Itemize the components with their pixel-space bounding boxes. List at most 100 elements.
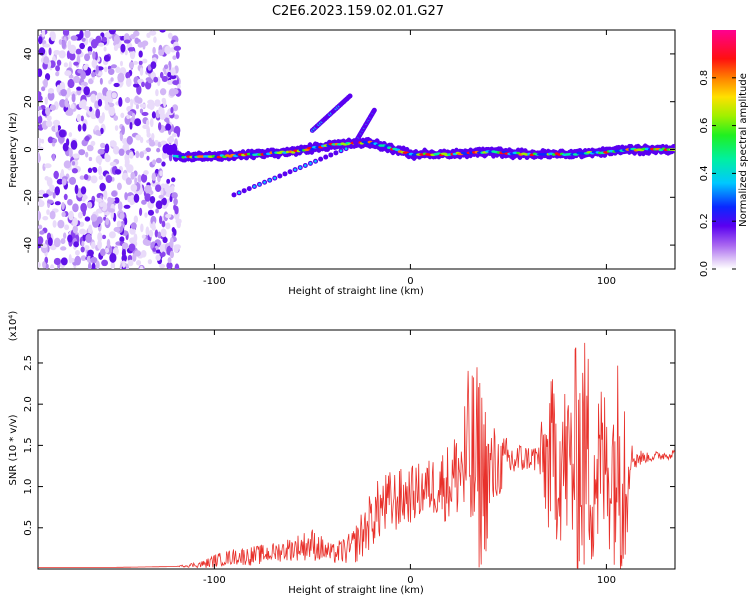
heat-noise-cell [141,81,145,88]
heat-noise-cell [154,229,159,238]
heat-ridge-core [310,147,315,151]
heat-noise-cell [52,138,58,144]
heat-noise-cell [149,196,156,204]
heat-noise-cell [41,86,46,92]
heat-noise-cell [108,68,115,75]
heat-noise-cell [149,140,156,147]
heat-noise-cell [95,129,101,136]
heat-noise-cell [123,39,131,44]
heat-noise-cell [130,98,134,109]
heat-noise-cell [53,237,61,248]
heat-noise-cell [127,259,134,267]
heat-noise-cell [114,197,120,204]
heat-noise-cell [142,238,149,246]
heat-noise-cell [56,178,64,185]
heat-branch-core [253,185,256,188]
heat-noise-cell [159,71,164,79]
heat-noise-cell [147,259,153,265]
heat-noise-cell [38,115,43,124]
heat-noise-cell [70,103,75,110]
spectrogram-panel: -100 0 100 -40 -20 0 20 40 Height of straight l… [8,29,676,297]
heat-noise-cell [67,78,75,89]
heat-noise-cell [97,239,102,250]
heat-noise-cell [42,261,47,269]
heat-noise-cell [68,254,72,264]
heat-noise-cell [49,104,56,111]
heat-noise-cell [130,222,137,230]
heat-noise-cell [165,213,172,219]
heat-noise-cell [121,242,129,250]
heat-noise-cell [138,50,143,58]
heat-noise-cell [99,77,103,85]
heat-noise-cell [39,230,45,235]
heat-noise-cell [164,184,170,193]
colorbar-gradient [712,30,736,269]
heat-noise-cell [126,135,133,145]
heat-noise-cell [109,161,117,167]
heat-noise-cell [167,71,172,78]
heat-noise-cell [113,227,121,233]
heat-noise-cell [98,42,105,47]
heat-noise-cell [152,159,157,165]
heat-noise-cell [80,255,87,262]
heat-noise-cell [159,170,163,177]
heat-noise-cell [62,142,69,152]
heat-noise-cell [109,252,117,263]
heat-noise-cell [173,125,181,135]
heat-noise-cell [91,71,96,78]
heat-noise-cell [140,173,148,183]
heat-branch-cell [348,144,354,150]
heat-noise-cell [110,77,114,82]
heat-branch-core [268,178,271,182]
heat-noise-cell [145,147,151,153]
heat-noise-cell [171,88,179,95]
heat-noise-cell [53,49,61,55]
heat-noise-cell [84,106,90,111]
colorbar-tick-label: 0.0 [699,261,710,277]
heat-noise-cell [60,169,65,177]
heat-noise-cell [46,115,52,121]
heat-noise-cell [54,186,61,196]
heat-noise-cell [176,220,181,229]
heat-noise-cell [63,62,69,68]
heat-noise-cell [56,84,61,94]
heat-noise-cell [68,210,74,221]
heat-noise-cell [126,114,131,120]
y-tick-label: 1.0 [23,479,34,495]
heat-noise-cell [55,71,60,77]
heat-noise-cell [38,110,41,117]
heat-noise-cell [101,111,105,122]
heat-noise-cell [49,184,55,192]
heat-noise-cell [125,77,132,88]
heat-noise-cell [38,152,41,163]
heat-noise-cell [73,241,79,248]
heat-noise-cell [87,46,93,53]
heat-noise-cell [166,261,173,269]
heat-noise-cell [151,172,157,181]
heat-noise-cell [38,146,44,151]
heat-noise-cell [158,106,163,115]
snr-xlabel: Height of straight line (km) [288,585,424,596]
heat-noise-cell [38,262,41,268]
heat-noise-cell [63,232,67,239]
heat-noise-cell [172,80,179,86]
heat-noise-cell [38,224,43,230]
heat-noise-cell [101,259,109,267]
heat-noise-cell [38,106,42,111]
heat-noise-cell [113,82,120,88]
heat-branch-core [304,164,307,167]
heat-noise-cell [92,51,96,60]
heat-noise-cell [149,30,157,36]
heat-noise-cell [129,33,136,40]
heat-noise-cell [84,135,90,142]
heat-branch-cell [246,186,252,192]
heat-noise-cell [96,92,103,102]
heat-noise-cell [60,238,66,245]
heat-noise-cell [146,132,151,138]
heat-noise-cell [44,163,52,169]
heat-noise-cell [122,260,126,268]
heat-noise-cell [79,175,85,180]
heat-noise-cell [173,204,177,211]
heat-noise-cell [124,217,128,226]
heat-noise-cell [57,219,65,229]
